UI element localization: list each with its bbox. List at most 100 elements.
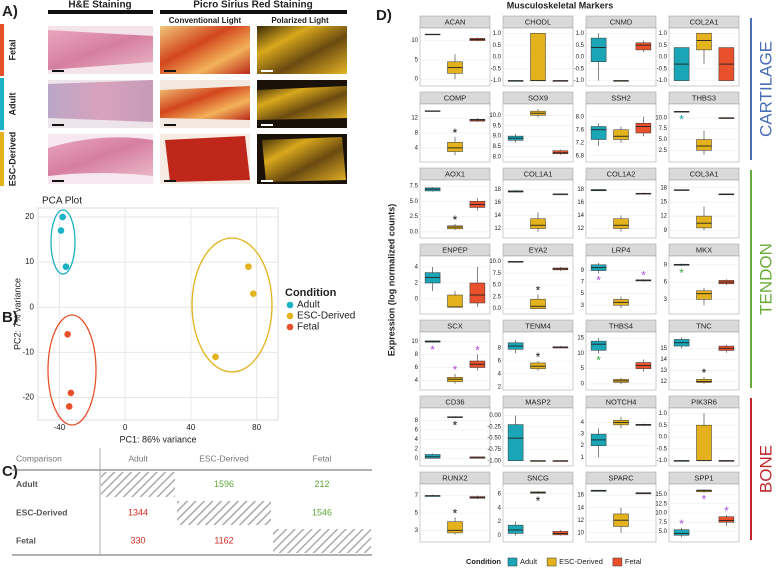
legend-swatch (286, 323, 294, 331)
point (65, 403, 73, 410)
box (613, 218, 629, 229)
y-tick-label: 1.0 (576, 31, 585, 37)
y-tick-label: -1.0 (657, 458, 668, 464)
table-header: ESC-Derived (199, 453, 249, 463)
y-tick-label: 2.5 (410, 214, 419, 220)
box (696, 33, 712, 51)
boxplot-grid: Musculoskeletal Markers Expression (log n… (386, 0, 775, 567)
box (696, 290, 712, 300)
panel-title: SPP1 (694, 473, 713, 482)
y-tick-label: 8.0 (493, 154, 502, 160)
point (67, 389, 75, 397)
significance-star: * (453, 213, 458, 227)
y-tick-label: -0.25 (487, 424, 501, 430)
y-tick-label: 0 (415, 77, 419, 83)
y-tick-label: 12 (577, 226, 584, 232)
y-tick-label: 10.0 (655, 511, 667, 517)
legend-swatch (286, 312, 294, 320)
y-tick-label: 9.0 (493, 134, 502, 140)
y-tick-label: 14 (577, 213, 584, 219)
y-tick-label: 7.5 (410, 184, 419, 190)
y-tick-label: 10 (577, 530, 584, 536)
y-tick-label: 1.0 (659, 411, 668, 417)
y-axis-label: PC2: 7% variance (12, 278, 22, 350)
y-tick-label: 9 (664, 228, 668, 234)
box (590, 37, 607, 62)
y-tick-label: 12 (577, 518, 584, 524)
y-tick-label: 2 (581, 443, 585, 449)
y-tick-label: 3 (581, 303, 585, 309)
y-tick-label: 7.2 (576, 140, 585, 146)
y-tick-label: 2 (498, 519, 502, 525)
box (613, 129, 629, 140)
y-tick-label: 9.5 (493, 123, 502, 129)
row-label: ESC-Derived (7, 132, 17, 187)
hatched-cell (273, 529, 371, 553)
y-tick-label: -1.0 (657, 78, 668, 84)
y-tick-label: 6.8 (576, 153, 585, 159)
y-tick-label: 7.5 (659, 520, 668, 526)
panel-title: MASP2 (525, 397, 550, 406)
micrographs (48, 26, 347, 184)
y-tick-label: 6 (415, 427, 419, 433)
row-label: Adult (16, 479, 38, 489)
box (696, 424, 712, 461)
y-tick-label: 0.0 (410, 230, 419, 236)
panel-label: D) (376, 7, 392, 24)
y-tick-label: 10.0 (489, 113, 501, 119)
legend-label: Fetal (625, 557, 642, 566)
panel-title: RUNX2 (442, 473, 467, 482)
hatched-cell (177, 501, 271, 525)
y-tick-label: 6 (664, 280, 668, 286)
significance-star: * (453, 126, 458, 140)
box (635, 123, 652, 134)
significance-star: * (453, 363, 458, 377)
subcolumn-title: Polarized Light (271, 16, 329, 25)
cell-value: 1344 (128, 507, 148, 517)
panel-label: B) (2, 309, 18, 326)
y-tick-label: 10.0 (655, 115, 667, 121)
y-tick-label: 5 (581, 366, 585, 372)
legend-label: Adult (297, 300, 320, 311)
box (530, 218, 546, 229)
significance-star: * (536, 284, 541, 298)
y-tick-label: 4 (415, 145, 419, 151)
y-tick-label: 7 (415, 493, 419, 499)
y-tick-label: 12.5 (655, 501, 667, 507)
panel-title: ACAN (445, 17, 466, 26)
y-tick-label: 5.0 (410, 199, 419, 205)
y-tick-label: 10 (25, 257, 34, 266)
y-tick-label: 3 (664, 297, 668, 303)
box (635, 42, 652, 51)
y-tick-label: -0.5 (574, 66, 585, 72)
panel-title: COL2A1 (690, 17, 719, 26)
row-bar (0, 78, 4, 130)
y-tick-label: 1.0 (493, 31, 502, 37)
significance-star: * (453, 418, 458, 432)
y-tick-label: 9 (581, 268, 585, 274)
legend-swatch (286, 301, 294, 309)
y-tick-label: 7 (581, 280, 585, 286)
y-tick-label: 0.0 (493, 306, 502, 312)
table-header: Comparison (16, 453, 62, 463)
y-tick-label: 0.0 (659, 55, 668, 61)
y-tick-label: -10 (22, 347, 34, 356)
header-bar (160, 10, 347, 14)
panel-title: COL1A2 (607, 169, 636, 178)
box (469, 282, 486, 304)
y-tick-label: 0.5 (576, 43, 585, 49)
y-tick-label: 2 (415, 281, 419, 287)
row-label: Adult (7, 93, 17, 116)
panel-title: NOTCH4 (606, 397, 637, 406)
panel-label: A) (2, 3, 18, 20)
chart-title: PCA Plot (42, 196, 82, 207)
y-tick-label: 7.6 (576, 127, 585, 133)
row-label: ESC-Derived (16, 507, 68, 517)
box (696, 379, 712, 383)
significance-star: * (679, 266, 684, 280)
y-tick-label: 4 (415, 437, 419, 443)
y-tick-label: -0.5 (657, 446, 668, 452)
y-tick-label: -1.0 (491, 78, 502, 84)
y-tick-label: 4 (498, 505, 502, 511)
y-tick-label: 9 (664, 262, 668, 268)
